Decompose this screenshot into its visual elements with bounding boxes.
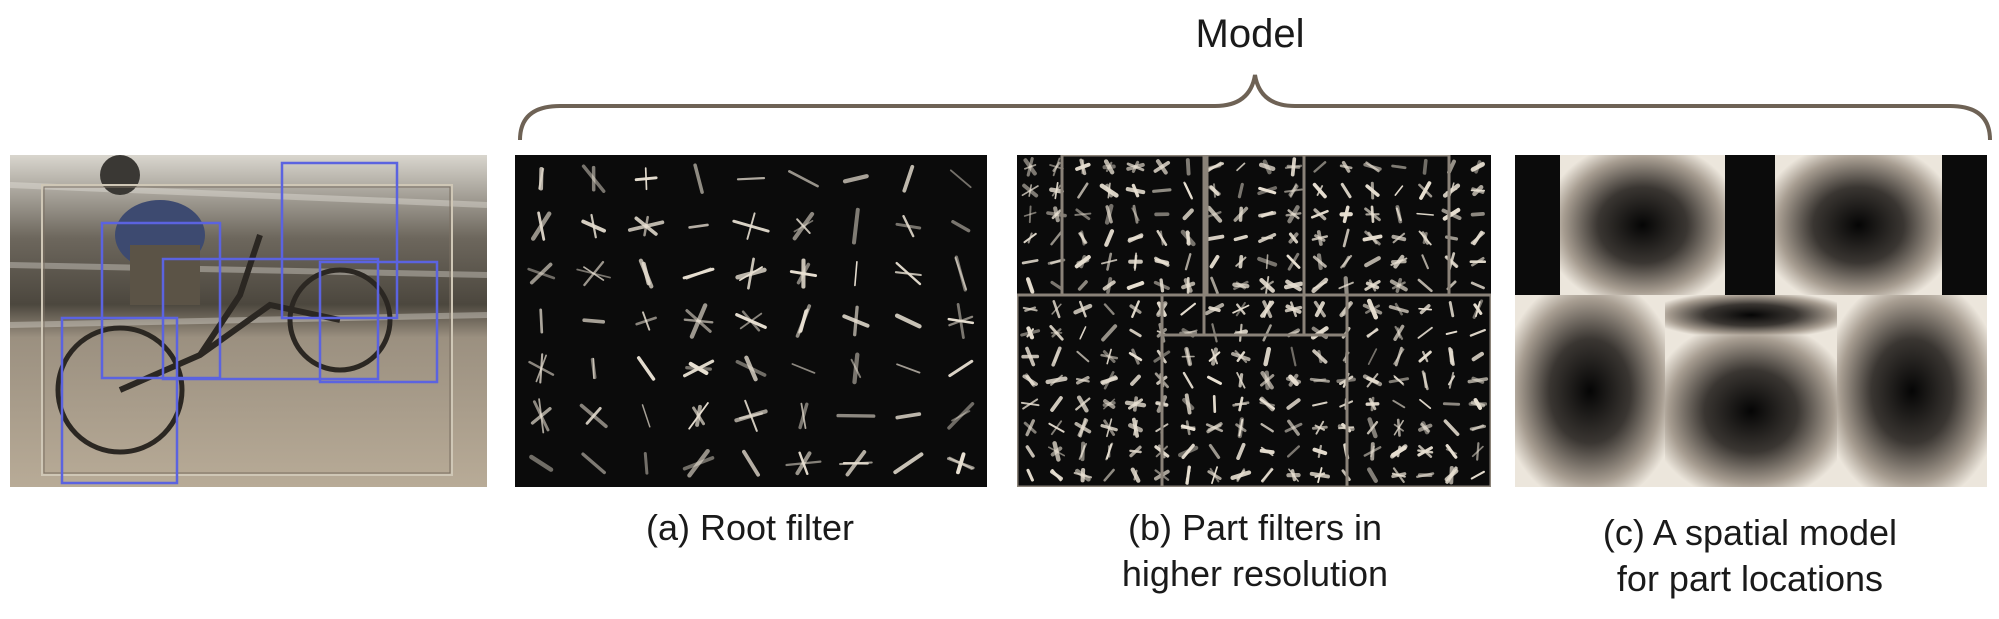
model-brace	[518, 74, 1992, 141]
cyclist-photo-image	[10, 155, 487, 487]
caption-line: higher resolution	[1121, 553, 1389, 594]
part-filters-panel	[1017, 155, 1491, 487]
cyclist-photo	[10, 155, 487, 487]
caption-line: (a) Root filter	[645, 507, 855, 548]
spatial-model-panel	[1515, 155, 1987, 487]
caption-line: for part locations	[1616, 558, 1884, 599]
spatial-model-image	[1515, 155, 1987, 487]
root-filter-image	[515, 155, 987, 487]
part-filters-image	[1017, 155, 1491, 487]
model-title: Model	[1195, 12, 1305, 56]
root-filter-panel	[515, 155, 987, 487]
caption-line: (b) Part filters in	[1127, 507, 1383, 548]
caption-root-filter: (a) Root filter	[580, 505, 920, 551]
caption-spatial-model: (c) A spatial model for part locations	[1555, 510, 1945, 602]
caption-line: (c) A spatial model	[1602, 512, 1898, 553]
caption-part-filters: (b) Part filters in higher resolution	[1060, 505, 1450, 597]
